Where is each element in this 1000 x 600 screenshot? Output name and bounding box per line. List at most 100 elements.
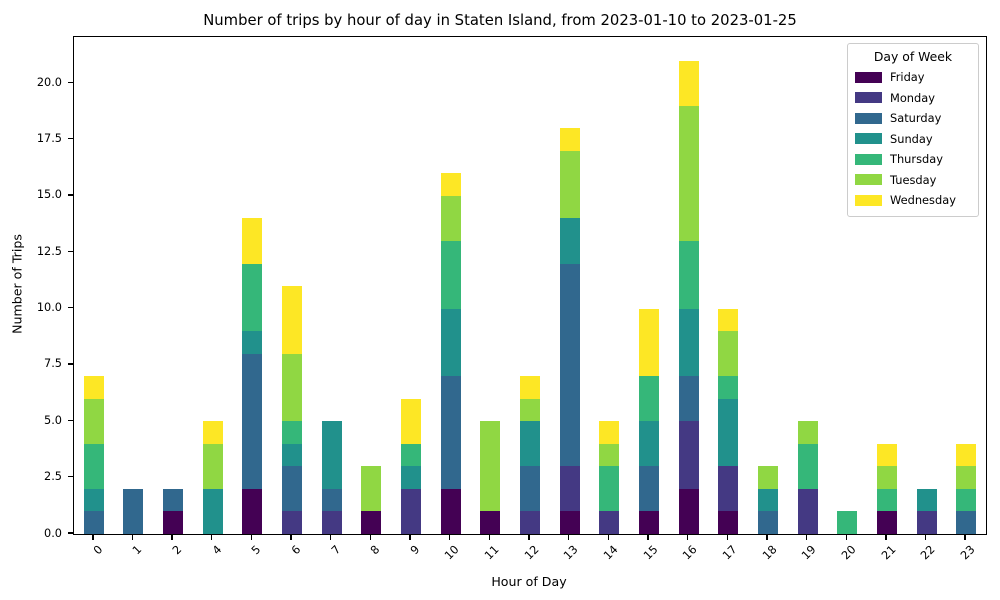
bar-segment-tuesday-hour-6	[282, 353, 303, 422]
bar-segment-saturday-hour-13	[559, 263, 580, 467]
x-tick-mark	[290, 534, 292, 540]
bar-segment-monday-hour-17	[718, 466, 739, 512]
bar-segment-friday-hour-8	[361, 511, 382, 534]
x-tick-label: 5	[249, 542, 264, 557]
legend-item-saturday: Saturday	[855, 108, 971, 129]
y-tick-mark	[68, 137, 73, 140]
bar-hour-0	[83, 376, 104, 534]
bar-segment-tuesday-hour-0	[83, 398, 104, 444]
legend-item-wednesday: Wednesday	[855, 190, 971, 211]
bar-segment-tuesday-hour-19	[797, 421, 818, 444]
bar-segment-friday-hour-5	[242, 488, 263, 534]
x-tick-mark	[686, 534, 689, 540]
bar-segment-thursday-hour-23	[956, 488, 977, 512]
bar-hour-19	[797, 421, 818, 534]
bar-segment-monday-hour-13	[559, 466, 580, 512]
bar-segment-thursday-hour-16	[678, 241, 699, 309]
bar-hour-7	[321, 421, 342, 534]
plot-area	[73, 36, 987, 535]
bar-segment-tuesday-hour-13	[559, 150, 580, 219]
bar-segment-tuesday-hour-17	[718, 331, 739, 377]
x-tick-label: 19	[799, 542, 819, 562]
bar-segment-tuesday-hour-23	[956, 466, 977, 489]
legend-rows: Friday Monday Saturday Sunday Thursday Tuesda…	[855, 67, 971, 211]
bar-segment-monday-hour-6	[282, 511, 303, 534]
x-tick-mark	[171, 534, 173, 540]
bar-hour-18	[757, 466, 778, 534]
x-tick-mark	[488, 534, 491, 540]
x-tick-label: 14	[601, 542, 621, 562]
legend-swatch-friday	[855, 71, 882, 83]
x-tick-mark	[766, 534, 768, 540]
bar-segment-tuesday-hour-16	[678, 105, 699, 242]
bar-segment-friday-hour-10	[440, 488, 461, 534]
bar-segment-tuesday-hour-12	[520, 398, 540, 422]
bar-segment-friday-hour-13	[559, 511, 580, 534]
bar-segment-saturday-hour-16	[678, 376, 699, 422]
y-tick-label: 0.0	[44, 526, 62, 540]
bar-segment-thursday-hour-15	[638, 376, 659, 422]
legend-label: Thursday	[890, 152, 943, 167]
bar-hour-15	[638, 308, 659, 534]
legend-item-friday: Friday	[855, 67, 971, 88]
x-tick-label: 20	[839, 542, 859, 562]
bar-segment-monday-hour-22	[916, 511, 937, 534]
legend-swatch-tuesday	[855, 174, 882, 186]
bar-segment-tuesday-hour-11	[480, 421, 501, 512]
y-tick-label: 7.5	[44, 357, 62, 371]
bar-segment-thursday-hour-6	[282, 421, 303, 444]
bar-segment-sunday-hour-5	[242, 331, 263, 354]
bar-segment-saturday-hour-23	[956, 511, 977, 534]
bar-hour-17	[718, 308, 739, 534]
bar-segment-sunday-hour-22	[916, 488, 937, 512]
bar-segment-saturday-hour-0	[83, 511, 104, 534]
bar-segment-friday-hour-2	[163, 511, 184, 534]
bar-hour-20	[837, 511, 858, 534]
x-tick-mark	[964, 534, 966, 540]
bar-segment-wednesday-hour-21	[876, 443, 897, 467]
bar-segment-tuesday-hour-14	[599, 443, 620, 467]
x-tick-mark	[726, 534, 728, 540]
bar-segment-monday-hour-16	[678, 421, 699, 489]
bar-segment-thursday-hour-10	[440, 241, 461, 309]
bar-segment-wednesday-hour-9	[401, 398, 422, 444]
bar-segment-thursday-hour-5	[242, 263, 263, 332]
bar-hour-1	[123, 488, 144, 534]
bar-segment-tuesday-hour-18	[757, 466, 778, 489]
x-tick-label: 17	[720, 542, 740, 562]
bar-hour-5	[242, 218, 263, 534]
x-tick-mark	[924, 534, 927, 540]
x-tick-mark	[131, 534, 134, 540]
y-tick-mark	[68, 250, 73, 252]
y-tick-mark	[68, 306, 73, 309]
x-tick-mark	[250, 534, 253, 540]
x-axis-label: Hour of Day	[491, 574, 567, 589]
x-tick-label: 6	[289, 542, 304, 557]
bar-hour-23	[956, 443, 977, 534]
x-tick-mark	[845, 534, 847, 540]
bar-segment-thursday-hour-0	[83, 443, 104, 489]
bar-segment-wednesday-hour-23	[956, 443, 977, 467]
bar-segment-wednesday-hour-6	[282, 286, 303, 354]
x-tick-mark	[567, 534, 570, 540]
bar-segment-monday-hour-19	[797, 488, 818, 534]
chart-title: Number of trips by hour of day in Staten…	[203, 12, 797, 29]
legend: Day of Week Friday Monday Saturday Sunday Th…	[847, 43, 979, 217]
x-tick-mark	[528, 534, 530, 540]
y-axis: 0.0 2.5 5.0 7.5 10.0 12.5 15.0 17.5 20.0	[0, 36, 73, 540]
bar-segment-monday-hour-7	[321, 511, 342, 534]
bar-segment-saturday-hour-1	[123, 488, 144, 534]
legend-label: Tuesday	[890, 172, 937, 187]
x-tick-mark	[369, 534, 372, 540]
bar-segment-friday-hour-21	[876, 511, 897, 534]
legend-swatch-saturday	[855, 112, 882, 124]
bar-segment-sunday-hour-18	[757, 488, 778, 512]
x-tick-label: 8	[368, 542, 383, 557]
bar-segment-sunday-hour-6	[282, 443, 303, 467]
legend-label: Friday	[890, 70, 925, 85]
legend-item-tuesday: Tuesday	[855, 170, 971, 191]
y-tick-label: 10.0	[36, 301, 62, 315]
bar-hour-21	[876, 443, 897, 534]
bar-segment-saturday-hour-18	[757, 511, 778, 534]
bar-hour-8	[361, 466, 382, 534]
